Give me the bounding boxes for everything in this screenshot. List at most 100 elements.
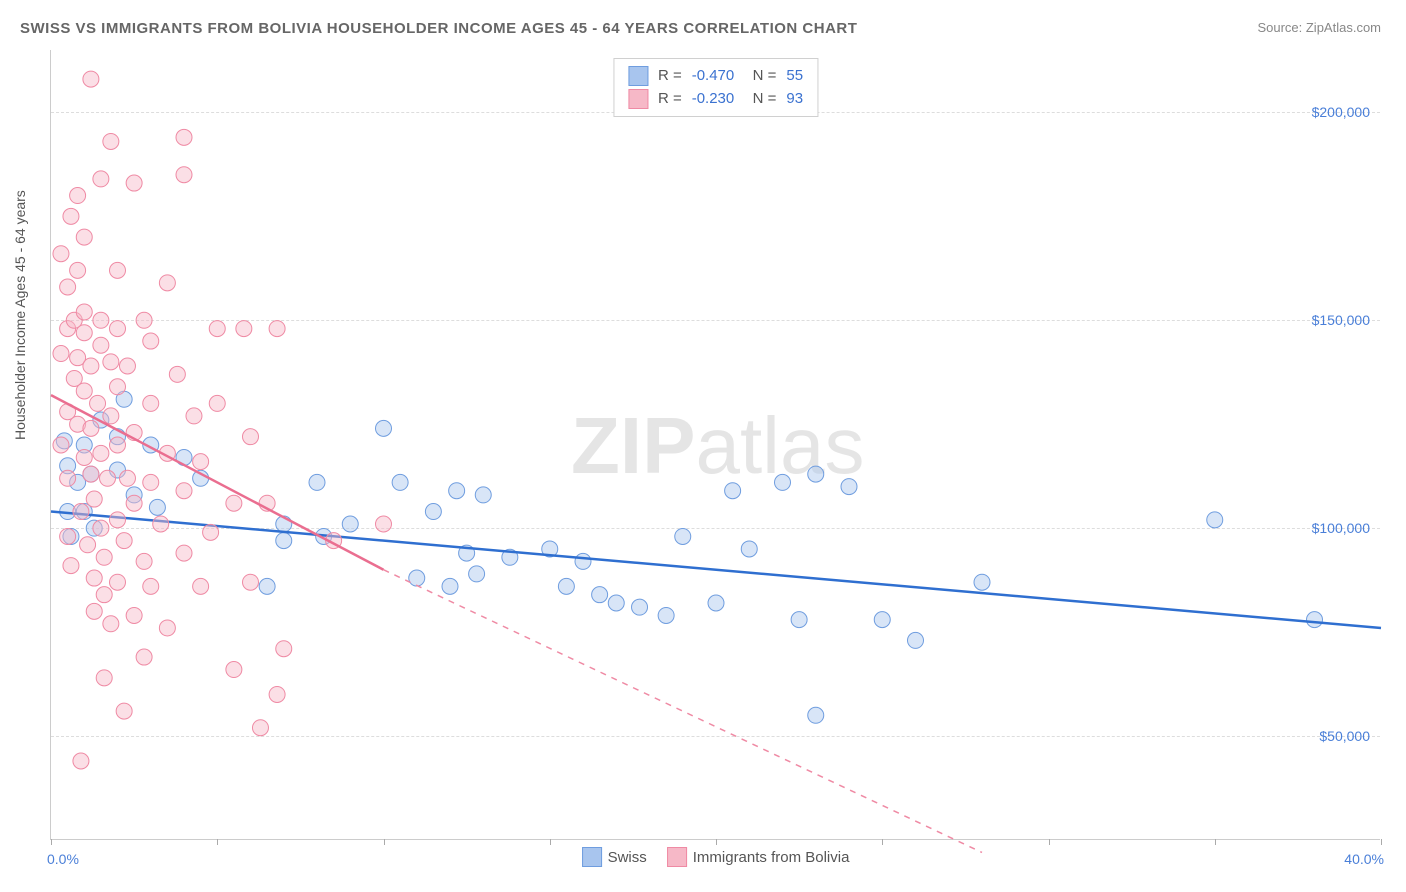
series-legend-item: Swiss xyxy=(582,847,647,867)
x-tick xyxy=(1381,839,1382,845)
data-point xyxy=(93,312,109,328)
data-point xyxy=(276,533,292,549)
legend-swatch xyxy=(628,89,648,109)
data-point xyxy=(76,304,92,320)
data-point xyxy=(409,570,425,586)
data-point xyxy=(193,454,209,470)
data-point xyxy=(226,495,242,511)
legend-swatch xyxy=(667,847,687,867)
data-point xyxy=(376,516,392,532)
data-point xyxy=(708,595,724,611)
data-point xyxy=(269,321,285,337)
data-point xyxy=(70,262,86,278)
data-point xyxy=(808,707,824,723)
data-point xyxy=(775,474,791,490)
data-point xyxy=(60,528,76,544)
data-point xyxy=(209,321,225,337)
data-point xyxy=(73,504,89,520)
data-point xyxy=(186,408,202,424)
data-point xyxy=(974,574,990,590)
series-legend: Swiss Immigrants from Bolivia xyxy=(582,847,850,867)
data-point xyxy=(53,346,69,362)
data-point xyxy=(103,354,119,370)
data-point xyxy=(252,720,268,736)
data-point xyxy=(149,499,165,515)
data-point xyxy=(110,379,126,395)
data-point xyxy=(449,483,465,499)
chart-title: SWISS VS IMMIGRANTS FROM BOLIVIA HOUSEHO… xyxy=(20,20,857,37)
data-point xyxy=(425,504,441,520)
data-point xyxy=(119,358,135,374)
data-point xyxy=(309,474,325,490)
legend-n-value: 55 xyxy=(786,65,803,88)
data-point xyxy=(86,491,102,507)
legend-row: R = -0.230 N = 93 xyxy=(628,88,803,111)
legend-label: Swiss xyxy=(608,849,647,866)
legend-label: Immigrants from Bolivia xyxy=(693,849,850,866)
data-point xyxy=(96,670,112,686)
data-point xyxy=(632,599,648,615)
trend-line-extension xyxy=(384,570,983,853)
x-tick xyxy=(882,839,883,845)
data-point xyxy=(110,512,126,528)
x-tick xyxy=(550,839,551,845)
data-point xyxy=(276,641,292,657)
data-point xyxy=(243,574,259,590)
legend-r-label: R = xyxy=(658,65,682,88)
data-point xyxy=(675,528,691,544)
data-point xyxy=(209,395,225,411)
data-point xyxy=(83,358,99,374)
legend-r-value: -0.470 xyxy=(692,65,735,88)
legend-r-label: R = xyxy=(658,88,682,111)
plot-svg xyxy=(51,50,1380,839)
data-point xyxy=(908,632,924,648)
data-point xyxy=(100,470,116,486)
data-point xyxy=(83,466,99,482)
x-axis-start-label: 0.0% xyxy=(47,851,79,867)
data-point xyxy=(376,420,392,436)
data-point xyxy=(116,533,132,549)
y-axis-label: Householder Income Ages 45 - 64 years xyxy=(12,190,28,440)
data-point xyxy=(259,578,275,594)
data-point xyxy=(136,553,152,569)
data-point xyxy=(93,337,109,353)
data-point xyxy=(176,167,192,183)
data-point xyxy=(103,616,119,632)
data-point xyxy=(392,474,408,490)
data-point xyxy=(70,188,86,204)
x-tick xyxy=(1049,839,1050,845)
data-point xyxy=(126,607,142,623)
series-legend-item: Immigrants from Bolivia xyxy=(667,847,850,867)
data-point xyxy=(176,545,192,561)
data-point xyxy=(269,686,285,702)
data-point xyxy=(725,483,741,499)
data-point xyxy=(53,246,69,262)
legend-n-value: 93 xyxy=(786,88,803,111)
data-point xyxy=(342,516,358,532)
data-point xyxy=(575,553,591,569)
data-point xyxy=(442,578,458,594)
data-point xyxy=(136,312,152,328)
legend-n-label: N = xyxy=(744,65,776,88)
data-point xyxy=(53,437,69,453)
x-tick xyxy=(1215,839,1216,845)
legend-n-label: N = xyxy=(744,88,776,111)
data-point xyxy=(143,474,159,490)
data-point xyxy=(143,333,159,349)
data-point xyxy=(83,420,99,436)
data-point xyxy=(83,71,99,87)
data-point xyxy=(119,470,135,486)
data-point xyxy=(110,262,126,278)
data-point xyxy=(136,649,152,665)
data-point xyxy=(76,325,92,341)
x-tick xyxy=(217,839,218,845)
x-tick xyxy=(384,839,385,845)
data-point xyxy=(63,208,79,224)
data-point xyxy=(226,662,242,678)
data-point xyxy=(159,275,175,291)
correlation-chart: SWISS VS IMMIGRANTS FROM BOLIVIA HOUSEHO… xyxy=(0,0,1406,892)
data-point xyxy=(86,570,102,586)
data-point xyxy=(126,175,142,191)
correlation-legend: R = -0.470 N = 55R = -0.230 N = 93 xyxy=(613,58,818,117)
legend-r-value: -0.230 xyxy=(692,88,735,111)
